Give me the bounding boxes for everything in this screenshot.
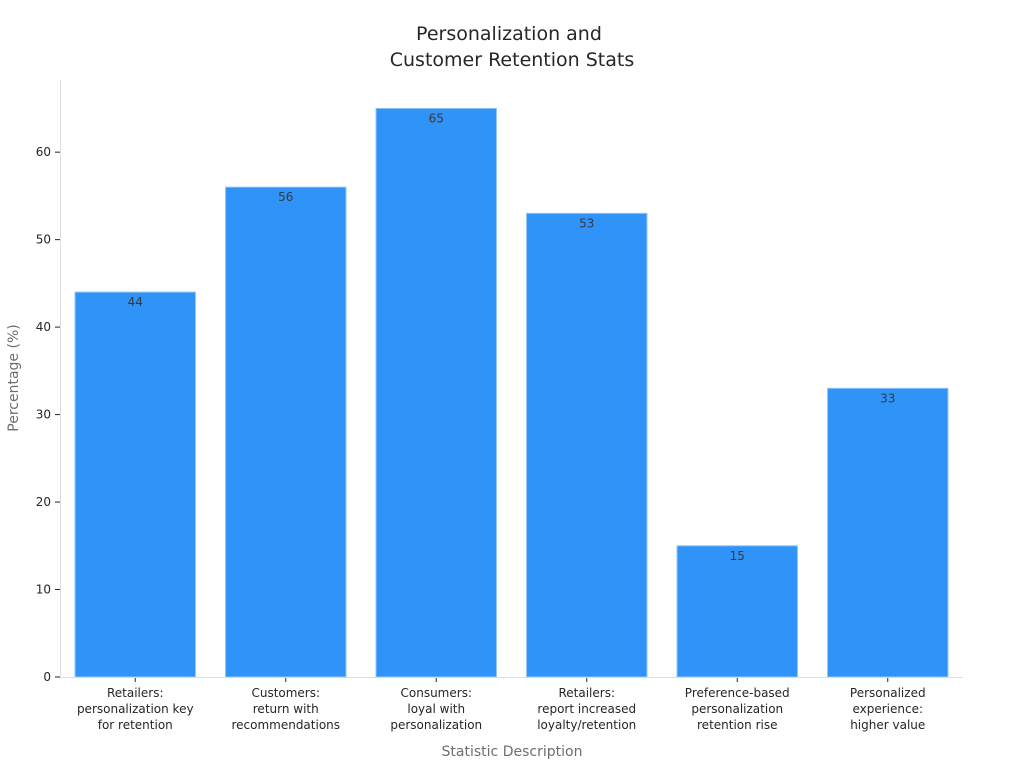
y-tick-label: 0 [43,670,51,684]
y-tick-label: 60 [36,145,51,159]
bar-value-label: 53 [579,216,594,230]
x-tick-label: Preference-based personalization retention… [685,686,790,732]
y-tick-label: 40 [36,320,51,334]
y-tick-label: 10 [36,583,51,597]
y-tick-label: 20 [36,495,51,509]
bar-value-label: 44 [128,295,143,309]
bar [827,387,949,678]
x-tick-label: Personalized experience: higher value [850,686,926,732]
x-tick-label: Retailers: report increased loyalty/retent… [537,686,636,732]
y-tick-label: 50 [36,233,51,247]
x-tick-label: Consumers: loyal with personalization [390,686,482,732]
bar [74,291,196,678]
bar [225,186,347,678]
bar-value-label: 56 [278,190,293,204]
y-axis-label: Percentage (%) [6,324,22,431]
plot-area: 0 10 20 30 40 50 60 44 Retailers: personalization… [36,107,949,732]
bar [526,212,648,678]
x-tick-label: Customers: return with recommendations [231,686,340,732]
y-tick-label: 30 [36,408,51,422]
bar-value-label: 15 [730,549,745,563]
bar-value-label: 33 [880,391,895,405]
bar [676,545,798,678]
x-axis-label: Statistic Description [442,744,583,760]
chart-title-line-2: Customer Retention Stats [390,49,635,71]
bar-value-label: 65 [429,111,444,125]
bar [375,107,497,678]
chart-title-line-1: Personalization and [416,23,602,45]
x-tick-label: Retailers: personalization key for retenti… [77,686,194,732]
chart-title: Personalization and Customer Retention S… [390,23,635,71]
